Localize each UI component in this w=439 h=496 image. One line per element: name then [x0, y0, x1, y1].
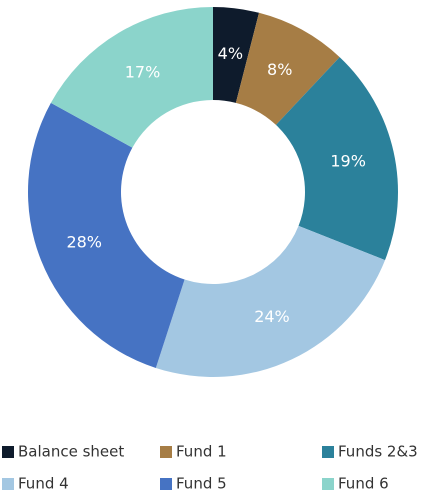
legend-swatch: [2, 478, 14, 490]
legend-swatch: [160, 478, 172, 490]
slice-label: 19%: [330, 151, 366, 170]
slice: [28, 102, 185, 368]
slice-label: 17%: [125, 62, 161, 81]
slice: [213, 7, 260, 103]
slice: [155, 225, 386, 377]
slice-label: 4%: [218, 44, 243, 63]
slice: [235, 12, 340, 125]
slice: [275, 57, 398, 261]
legend-swatch: [322, 446, 334, 458]
legend-label: Balance sheet: [18, 443, 124, 461]
legend-label: Fund 1: [176, 443, 227, 461]
legend-label: Fund 4: [18, 475, 69, 493]
legend-swatch: [322, 478, 334, 490]
legend-swatch: [2, 446, 14, 458]
slice-label: 24%: [254, 307, 290, 326]
legend-label: Fund 5: [176, 475, 227, 493]
legend-label: Funds 2&3: [338, 443, 418, 461]
slice-label: 28%: [66, 232, 102, 251]
legend-swatch: [160, 446, 172, 458]
slice: [50, 7, 213, 148]
slice-label: 8%: [267, 60, 292, 79]
legend-label: Fund 6: [338, 475, 389, 493]
